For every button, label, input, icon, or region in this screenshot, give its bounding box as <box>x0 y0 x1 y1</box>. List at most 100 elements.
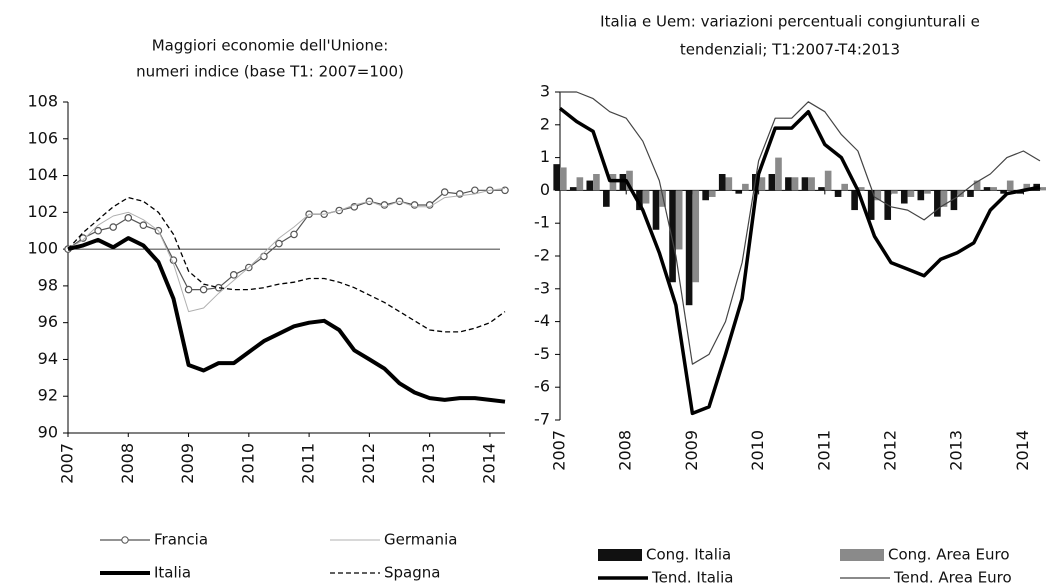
bar <box>642 190 650 204</box>
x-tick-label: 2012 <box>359 443 378 484</box>
y-tick-label: 0 <box>540 180 550 199</box>
bar <box>553 164 560 191</box>
marker <box>94 226 102 235</box>
bar <box>1000 190 1007 194</box>
x-tick-label: 2007 <box>550 430 569 471</box>
x-tick-label: 2011 <box>299 443 318 484</box>
bar <box>603 190 610 207</box>
x-tick-label: 2010 <box>748 430 767 471</box>
bar <box>808 177 815 191</box>
bar <box>692 190 700 283</box>
bar <box>775 157 782 191</box>
bar <box>983 187 991 191</box>
marker <box>229 271 238 279</box>
bar <box>900 190 908 204</box>
bar <box>725 177 733 191</box>
bar <box>636 190 643 211</box>
legend-label: Italia <box>154 564 191 582</box>
x-tick-label: 2009 <box>178 443 197 484</box>
x-tick-label: 2010 <box>238 443 257 484</box>
marker <box>199 285 208 294</box>
legend-label: Cong. Italia <box>646 546 731 564</box>
marker <box>440 188 449 196</box>
bar <box>934 190 941 217</box>
marker <box>471 186 479 195</box>
legend-label: Spagna <box>384 564 440 582</box>
legend-swatch <box>598 549 642 561</box>
bar <box>818 187 825 191</box>
marker <box>290 230 298 239</box>
bar <box>626 170 633 191</box>
x-tick-label: 2009 <box>682 430 701 471</box>
y-tick-label: 2 <box>540 114 550 133</box>
x-tick-label: 2011 <box>814 430 833 471</box>
bar <box>834 190 842 197</box>
y-tick-label: 98 <box>38 275 58 294</box>
x-tick-label: 2014 <box>479 443 498 484</box>
bar <box>973 180 981 191</box>
x-tick-label: 2007 <box>58 443 77 484</box>
bar <box>560 167 567 191</box>
bar <box>824 170 832 191</box>
y-tick-label: 3 <box>540 82 550 101</box>
marker <box>260 252 268 261</box>
bar <box>924 190 931 194</box>
line <box>67 236 506 404</box>
marker <box>184 285 193 294</box>
bar <box>768 174 776 191</box>
legend-swatch <box>840 549 884 561</box>
x-tick-label: 2008 <box>118 443 137 484</box>
line <box>558 107 1041 416</box>
bar <box>758 177 766 191</box>
bar <box>593 174 600 191</box>
bar <box>652 190 660 230</box>
bar <box>857 187 865 191</box>
y-tick-label: 106 <box>27 128 58 147</box>
bar <box>785 177 792 191</box>
legend-marker <box>121 536 129 544</box>
y-tick-label: 104 <box>27 165 58 184</box>
marker <box>109 223 118 231</box>
marker <box>79 234 87 242</box>
bar <box>867 190 875 220</box>
bar <box>586 180 594 191</box>
legend-label: Germania <box>384 531 457 549</box>
bar <box>851 190 858 211</box>
y-tick-label: 92 <box>38 386 58 405</box>
y-tick-label: 102 <box>27 202 58 221</box>
bar <box>917 190 925 201</box>
y-tick-label: 96 <box>38 312 58 331</box>
bar <box>1006 180 1014 191</box>
legend-label: Francia <box>154 531 208 549</box>
bar <box>576 177 584 191</box>
bar <box>735 190 743 194</box>
y-tick-label: -5 <box>534 344 550 363</box>
bar <box>718 174 726 191</box>
bar <box>659 190 666 207</box>
x-tick-label: 2014 <box>1013 430 1032 471</box>
bar <box>708 190 716 197</box>
line <box>560 91 1041 365</box>
bar <box>907 190 915 197</box>
bar <box>801 177 809 191</box>
y-tick-label: 100 <box>27 239 58 258</box>
bar <box>791 177 799 191</box>
x-tick-label: 2013 <box>419 443 438 484</box>
bar <box>874 190 882 201</box>
bar <box>675 190 683 250</box>
line <box>67 187 506 313</box>
line <box>67 196 506 333</box>
x-tick-label: 2008 <box>616 430 635 471</box>
marker <box>275 239 283 248</box>
bar <box>1023 183 1031 191</box>
chart-title: numeri indice (base T1: 2007=100) <box>136 63 404 81</box>
y-tick-label: -1 <box>534 213 550 232</box>
legend-label: Tend. Area Euro <box>893 569 1012 584</box>
bar <box>891 190 898 194</box>
y-tick-label: 94 <box>38 349 58 368</box>
chart-title: Maggiori economie dell'Unione: <box>152 37 389 55</box>
legend-label: Cong. Area Euro <box>888 546 1010 564</box>
x-tick-label: 2013 <box>947 430 966 471</box>
bar <box>990 187 997 191</box>
